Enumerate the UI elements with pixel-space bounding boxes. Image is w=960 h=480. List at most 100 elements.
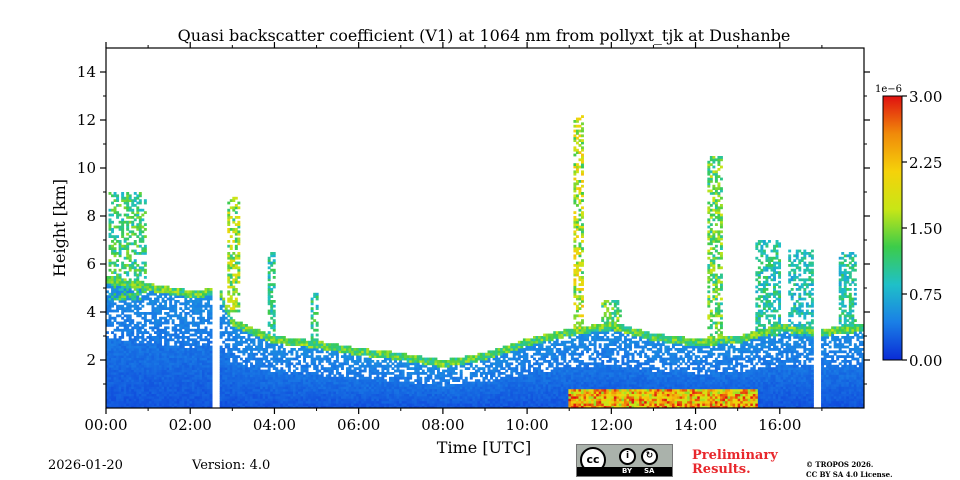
heatmap-cell: [479, 352, 483, 356]
heatmap-cell: [133, 232, 137, 236]
heatmap-cell: [431, 379, 435, 382]
heatmap-cell: [113, 345, 117, 349]
heatmap-cell: [191, 384, 195, 387]
heatmap-cell: [313, 348, 317, 351]
heatmap-cell: [202, 295, 205, 298]
heatmap-cell: [219, 367, 223, 370]
heatmap-cell: [123, 396, 127, 399]
heatmap-cell: [272, 304, 276, 308]
heatmap-cell: [174, 355, 178, 358]
heatmap-cell: [199, 304, 203, 308]
heatmap-cell: [232, 381, 236, 385]
heatmap-cell: [202, 381, 205, 385]
heatmap-cell: [358, 372, 362, 375]
heatmap-column: [396, 352, 400, 409]
heatmap-cell: [376, 376, 380, 380]
heatmap-cell: [108, 355, 112, 358]
heatmap-cell: [356, 391, 360, 394]
heatmap-cell: [287, 381, 291, 385]
heatmap-cell: [191, 360, 195, 363]
heatmap-cell: [207, 398, 210, 402]
heatmap-cell: [154, 374, 157, 378]
heatmap-cell: [164, 348, 168, 351]
heatmap-cell: [454, 360, 458, 363]
heatmap-cell: [416, 357, 420, 361]
heatmap-cell: [320, 340, 324, 344]
heatmap-cell: [121, 290, 125, 294]
heatmap-cell: [232, 352, 236, 356]
heatmap-cell: [457, 393, 461, 397]
heatmap-cell: [320, 393, 324, 397]
heatmap-cell: [191, 400, 195, 404]
heatmap-cell: [340, 348, 344, 351]
heatmap-cell: [376, 381, 380, 385]
heatmap-cell: [123, 340, 127, 344]
heatmap-cell: [189, 396, 193, 399]
heatmap-cell: [335, 381, 339, 385]
heatmap-column: [371, 350, 375, 409]
heatmap-cell: [280, 336, 284, 339]
heatmap-cell: [131, 319, 135, 322]
heatmap-cell: [171, 304, 175, 308]
heatmap-cell: [308, 391, 312, 394]
heatmap-cell: [469, 403, 473, 406]
heatmap-cell: [295, 350, 299, 354]
heatmap-cell: [141, 403, 145, 406]
heatmap-cell: [148, 338, 152, 342]
heatmap-cell: [116, 391, 120, 394]
heatmap-cell: [209, 362, 213, 366]
heatmap-cell: [227, 384, 231, 387]
heatmap-cell: [244, 357, 248, 361]
heatmap-cell: [108, 352, 112, 356]
heatmap-cell: [164, 384, 168, 387]
heatmap-cell: [280, 360, 284, 363]
heatmap-cell: [313, 367, 317, 370]
heatmap-cell: [436, 372, 440, 375]
heatmap-cell: [363, 360, 367, 363]
heatmap-cell: [376, 384, 380, 387]
heatmap-cell: [191, 302, 195, 306]
heatmap-cell: [189, 362, 193, 366]
heatmap-cell: [123, 220, 127, 224]
heatmap-cell: [351, 364, 355, 368]
heatmap-cell: [209, 304, 213, 308]
heatmap-cell: [429, 384, 433, 387]
heatmap-cell: [292, 381, 296, 385]
heatmap-cell: [154, 331, 157, 334]
heatmap-cell: [118, 295, 122, 298]
heatmap-cell: [106, 276, 109, 279]
heatmap-cell: [358, 357, 362, 361]
heatmap-cell: [363, 379, 367, 382]
heatmap-cell: [232, 273, 236, 277]
heatmap-cell: [237, 340, 241, 344]
heatmap-cell: [116, 199, 120, 202]
heatmap-cell: [204, 376, 208, 380]
heatmap-cell: [169, 348, 173, 351]
heatmap-cell: [234, 362, 238, 366]
heatmap-column: [439, 360, 443, 409]
heatmap-cell: [123, 362, 127, 366]
heatmap-cell: [131, 381, 135, 385]
heatmap-cell: [388, 360, 392, 363]
heatmap-cell: [257, 379, 261, 382]
heatmap-cell: [154, 348, 157, 351]
heatmap-cell: [219, 355, 223, 358]
heatmap-cell: [106, 280, 109, 284]
heatmap-cell: [242, 400, 246, 404]
heatmap-cell: [194, 362, 198, 366]
heatmap-cell: [333, 350, 337, 354]
heatmap-cell: [131, 326, 135, 330]
heatmap-cell: [462, 386, 466, 390]
heatmap-cell: [113, 357, 117, 361]
heatmap-cell: [414, 357, 418, 361]
heatmap-cell: [330, 400, 334, 404]
heatmap-cell: [343, 350, 347, 354]
heatmap-cell: [474, 369, 478, 373]
heatmap-cell: [164, 328, 168, 332]
heatmap-cell: [133, 338, 137, 342]
heatmap-cell: [174, 379, 178, 382]
heatmap-cell: [449, 367, 453, 370]
heatmap-cell: [209, 340, 213, 344]
heatmap-cell: [189, 343, 193, 346]
heatmap-cell: [171, 290, 175, 294]
